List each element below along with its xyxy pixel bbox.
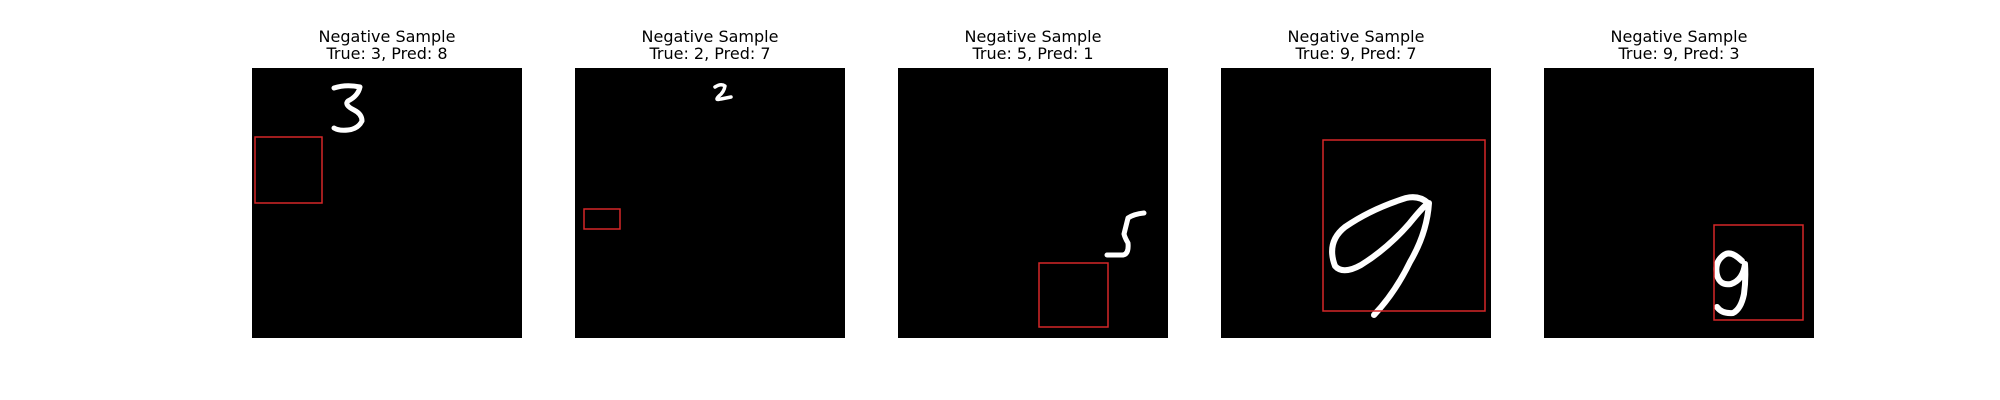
panel-subtitle-line: True: 3, Pred: 8: [326, 44, 448, 63]
detection-box: [254, 136, 323, 204]
sample-panel-2: Negative Sample True: 2, Pred: 7: [575, 0, 845, 340]
panel-title: Negative Sample True: 9, Pred: 3: [1504, 28, 1854, 62]
sample-panel-1: Negative Sample True: 3, Pred: 8: [252, 0, 522, 340]
panel-subtitle-line: True: 2, Pred: 7: [649, 44, 771, 63]
panel-subtitle-line: True: 5, Pred: 1: [972, 44, 1094, 63]
digit-image: [575, 68, 845, 338]
panel-subtitle-line: True: 9, Pred: 7: [1295, 44, 1417, 63]
digit-stroke: [331, 83, 365, 133]
panel-title: Negative Sample True: 5, Pred: 1: [858, 28, 1208, 62]
image-background: [1544, 68, 1814, 338]
digit-image: [898, 68, 1168, 338]
panel-subtitle-line: True: 9, Pred: 3: [1618, 44, 1740, 63]
image-background: [1221, 68, 1491, 338]
panel-title: Negative Sample True: 9, Pred: 7: [1181, 28, 1531, 62]
panel-title-line: Negative Sample: [1287, 27, 1425, 46]
panel-title-line: Negative Sample: [318, 27, 456, 46]
detection-box: [1038, 262, 1109, 328]
digit-image: [1221, 68, 1491, 338]
panel-title-line: Negative Sample: [1610, 27, 1748, 46]
digit-stroke: [713, 82, 733, 102]
detection-box: [1713, 224, 1804, 321]
sample-panel-4: Negative Sample True: 9, Pred: 7: [1221, 0, 1491, 340]
digit-image: [1544, 68, 1814, 338]
digit-stroke: [1329, 194, 1432, 318]
panel-title: Negative Sample True: 3, Pred: 8: [212, 28, 562, 62]
detection-box: [1322, 139, 1486, 312]
image-background: [575, 68, 845, 338]
sample-panel-5: Negative Sample True: 9, Pred: 3: [1544, 0, 1814, 340]
panel-title-line: Negative Sample: [641, 27, 779, 46]
detection-box: [583, 208, 621, 230]
panel-title: Negative Sample True: 2, Pred: 7: [535, 28, 885, 62]
digit-image: [252, 68, 522, 338]
panel-title-line: Negative Sample: [964, 27, 1102, 46]
digit-stroke: [1713, 250, 1749, 317]
sample-panel-3: Negative Sample True: 5, Pred: 1: [898, 0, 1168, 340]
image-background: [898, 68, 1168, 338]
digit-stroke: [1104, 210, 1147, 258]
